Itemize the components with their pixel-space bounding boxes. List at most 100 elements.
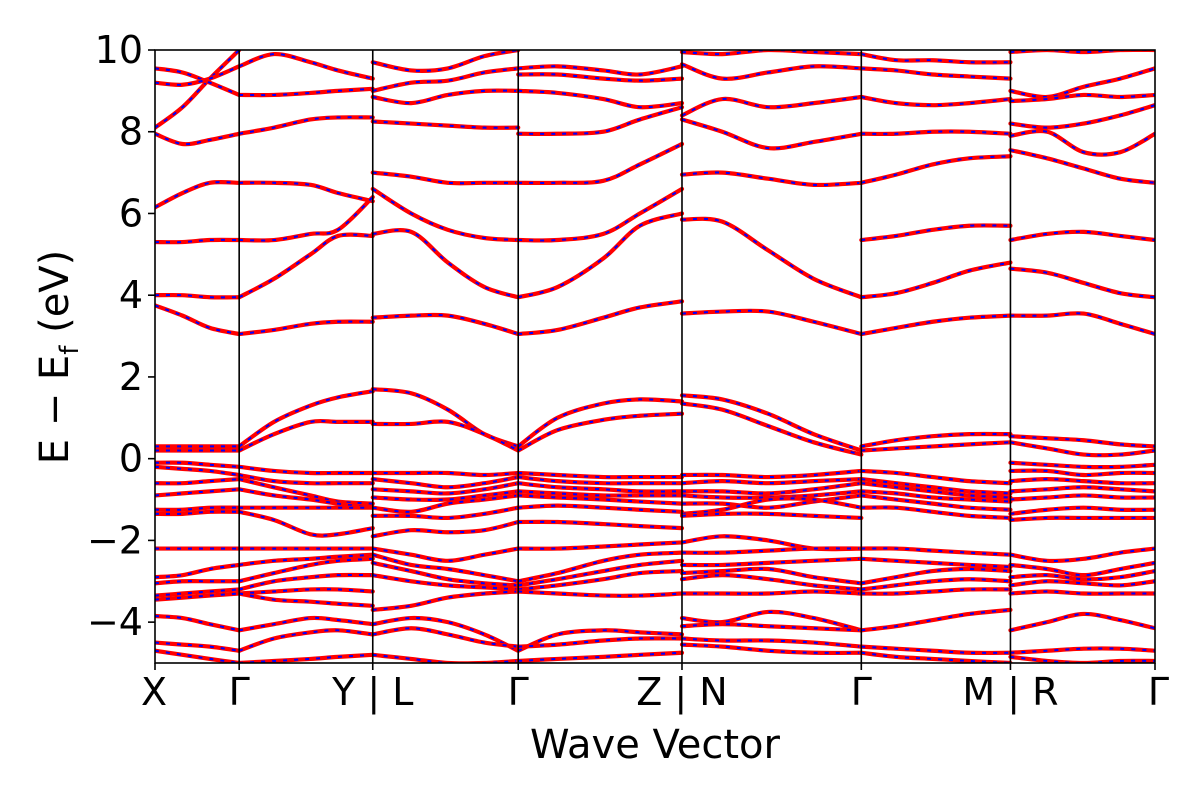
band-overlay-seg1-18 xyxy=(238,573,373,591)
band-line-seg5-6 xyxy=(859,260,1013,300)
band-overlay-seg3-23 xyxy=(518,637,682,648)
band-overlay-seg5-17 xyxy=(861,557,1011,568)
band-line-seg4-25 xyxy=(679,642,864,656)
band-line-seg3-6 xyxy=(516,211,685,300)
bands-layer xyxy=(155,50,1155,663)
x-tick-label-4: Z | N xyxy=(636,670,727,715)
band-line-seg4-22 xyxy=(679,609,864,633)
y-tick-label-0: −4 xyxy=(87,600,143,644)
band-overlay-seg6-11 xyxy=(1010,461,1155,469)
band-overlay-seg0-5 xyxy=(155,238,240,244)
band-overlay-seg1-7 xyxy=(238,390,373,448)
band-overlay-seg1-12 xyxy=(238,488,373,509)
band-overlay-seg4-3 xyxy=(681,118,862,150)
band-overlay-seg0-4 xyxy=(155,181,240,209)
band-overlay-seg1-0 xyxy=(238,53,373,80)
band-overlay-seg5-12 xyxy=(861,482,1011,499)
band-overlay-seg6-7 xyxy=(1010,267,1155,299)
band-line-seg0-21 xyxy=(155,613,242,633)
band-line-seg2-16 xyxy=(370,519,521,539)
y-tick-label-6: 8 xyxy=(119,110,143,154)
band-line-seg4-6 xyxy=(679,308,864,337)
band-overlay-seg6-23 xyxy=(1010,612,1155,632)
band-overlay-seg6-2 xyxy=(1010,93,1155,103)
band-line-seg3-9 xyxy=(516,411,685,453)
x-tick-label-5: Γ xyxy=(851,670,872,714)
band-line-seg4-10 xyxy=(679,477,864,486)
band-overlay-seg2-16 xyxy=(372,521,519,538)
band-overlay-seg3-18 xyxy=(518,551,683,583)
band-overlay-seg1-11 xyxy=(238,478,373,505)
band-overlay-seg0-14 xyxy=(155,506,240,511)
band-line-seg4-7 xyxy=(679,393,864,453)
band-overlay-seg5-15 xyxy=(861,506,1011,519)
band-line-seg4-15 xyxy=(679,511,864,521)
band-overlay-seg3-15 xyxy=(518,504,683,513)
band-overlay-seg3-10 xyxy=(518,471,682,479)
band-overlay-seg4-1 xyxy=(681,63,862,80)
x-tick-label-6: M | R xyxy=(962,670,1058,715)
band-overlay-seg5-13 xyxy=(861,490,1011,503)
band-overlay-seg6-17 xyxy=(1010,516,1155,521)
band-overlay-seg6-10 xyxy=(1010,441,1155,457)
x-tick-label-2: Y | L xyxy=(331,670,413,715)
band-overlay-seg3-1 xyxy=(518,73,683,82)
band-overlay-seg0-10 xyxy=(155,461,240,468)
band-overlay-seg3-22 xyxy=(517,629,683,652)
band-overlay-seg3-14 xyxy=(518,494,683,505)
band-line-seg4-23 xyxy=(679,622,864,633)
band-overlay-seg5-5 xyxy=(861,224,1011,242)
band-overlay-seg4-7 xyxy=(681,394,862,452)
band-overlay-seg6-24 xyxy=(1010,647,1155,654)
y-axis-title-subscript: f xyxy=(55,345,85,355)
band-overlay-seg5-21 xyxy=(861,608,1011,632)
plot-frame xyxy=(154,49,1156,664)
band-line-seg2-4 xyxy=(370,170,521,186)
band-line-seg4-5 xyxy=(679,216,864,300)
band-overlay-seg3-9 xyxy=(517,412,683,452)
band-line-seg2-9 xyxy=(370,419,521,453)
band-overlay-seg0-13 xyxy=(155,488,240,497)
band-overlay-seg5-8 xyxy=(861,433,1011,448)
band-line-seg4-14 xyxy=(679,496,864,516)
band-overlay-seg2-21 xyxy=(372,590,519,611)
y-axis-title-main: E − E xyxy=(32,355,78,465)
band-overlay-seg3-12 xyxy=(518,482,682,493)
band-overlay-seg0-11 xyxy=(155,465,240,477)
band-overlay-seg6-19 xyxy=(1010,561,1155,577)
band-line-seg5-7 xyxy=(859,313,1013,337)
band-overlay-seg0-23 xyxy=(155,649,240,663)
band-overlay-seg0-12 xyxy=(155,478,240,485)
band-line-seg1-5 xyxy=(237,232,375,300)
band-overlay-seg2-19 xyxy=(372,561,519,587)
band-line-seg1-20 xyxy=(237,591,375,608)
band-overlay-seg2-15 xyxy=(372,506,519,519)
band-line-seg4-11 xyxy=(679,481,864,496)
y-tick-label-3: 2 xyxy=(119,355,143,399)
band-line-seg1-21 xyxy=(237,615,375,633)
band-line-seg3-19 xyxy=(516,558,685,588)
band-overlay-seg1-10 xyxy=(238,474,373,485)
band-overlay-seg6-22 xyxy=(1010,590,1155,595)
band-overlay-seg1-2 xyxy=(238,116,373,135)
band-overlay-seg1-6 xyxy=(239,320,373,336)
band-overlay-seg2-13 xyxy=(372,490,519,501)
band-overlay-seg4-8 xyxy=(681,402,862,456)
x-axis-title: Wave Vector xyxy=(530,722,781,768)
band-overlay-seg1-17 xyxy=(238,557,373,583)
band-overlay-seg6-12 xyxy=(1010,469,1155,477)
band-overlay-seg3-17 xyxy=(518,541,683,550)
band-overlay-seg5-0 xyxy=(861,67,1011,80)
band-overlay-seg1-19 xyxy=(239,588,373,595)
y-axis-title-unit: (eV) xyxy=(32,250,78,346)
band-line-seg1-3 xyxy=(237,180,375,204)
x-tick-label-1: Γ xyxy=(229,670,250,714)
band-line-seg6-7 xyxy=(1008,266,1155,300)
band-overlay-seg3-21 xyxy=(518,590,683,597)
band-overlay-seg5-7 xyxy=(861,314,1011,336)
band-overlay-seg3-6 xyxy=(517,212,683,299)
band-overlay-seg0-19 xyxy=(155,588,240,597)
x-tick-label-7: Γ xyxy=(1148,670,1169,714)
band-overlay-seg6-18 xyxy=(1010,547,1155,562)
